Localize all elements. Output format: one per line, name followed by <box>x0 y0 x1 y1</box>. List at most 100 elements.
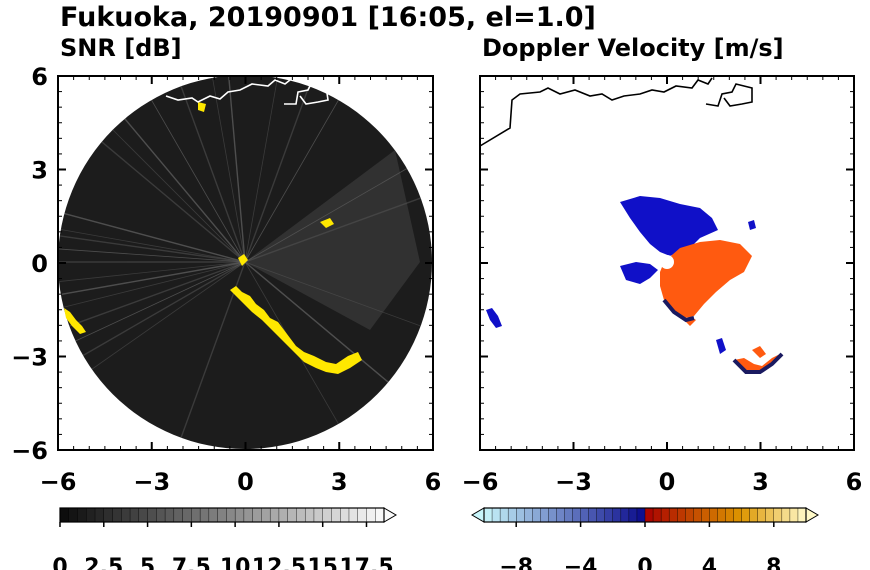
clutter-ray <box>212 77 246 263</box>
colorbar-segment <box>516 507 525 523</box>
colorbar-segment <box>129 507 140 523</box>
colorbar-tick-label: 4 <box>702 555 717 570</box>
colorbar-segment <box>636 507 646 523</box>
colorbar-segment <box>717 507 727 523</box>
colorbar-segment <box>757 507 767 523</box>
colorbar-tick-label: −4 <box>564 555 598 570</box>
x-tick-label: −6 <box>462 468 499 496</box>
colorbar-segment <box>234 507 245 523</box>
colorbar-segment <box>68 507 79 523</box>
colorbar-segment <box>252 507 263 523</box>
colorbar-segment <box>588 507 598 523</box>
snr-axis-ticks: −6 −3 0 3 6 6 3 0 −3 −6 <box>11 63 441 496</box>
colorbar-segment <box>59 507 70 523</box>
receding-echo <box>752 346 766 358</box>
colorbar-segment <box>580 507 590 523</box>
x-tick-label: −3 <box>555 468 592 496</box>
colorbar-segment <box>191 507 201 523</box>
x-tick-label: 3 <box>331 468 348 496</box>
colorbar-segment <box>296 507 306 523</box>
colorbar-segment <box>208 507 219 523</box>
colorbar-segment <box>483 507 493 523</box>
snr-strong-echoes <box>64 102 362 374</box>
colorbar-tick-label: 0 <box>637 555 652 570</box>
colorbar-segment <box>121 507 131 523</box>
colorbar-segment <box>548 507 558 523</box>
colorbar-tick-label: 5 <box>140 555 155 570</box>
colorbar-segment <box>507 507 517 523</box>
snr-panel: −6 −3 0 3 6 6 3 0 −3 −6 <box>11 63 441 496</box>
doppler-panel-title: Doppler Velocity [m/s] <box>482 34 784 62</box>
strong-echo <box>320 218 334 228</box>
snr-colorbar: 0 2.5 5 7.5 10 12.5 15 17.5 <box>52 507 397 570</box>
colorbar-segment <box>499 507 509 523</box>
doppler-approaching-echoes <box>486 196 756 354</box>
strong-echo <box>198 102 206 112</box>
approaching-echo <box>716 338 726 354</box>
y-tick-label: −3 <box>11 344 48 372</box>
clutter-ray <box>180 86 246 263</box>
clutter-ray <box>151 99 246 263</box>
strong-echo <box>230 286 362 374</box>
clutter-ray <box>101 141 246 263</box>
colorbar-segment <box>261 507 271 523</box>
colorbar-segment <box>173 507 184 523</box>
colorbar-tick-label: 15 <box>307 555 338 570</box>
snr-clutter-rays <box>58 76 421 438</box>
colorbar-tick-label: 7.5 <box>172 555 211 570</box>
snr-coastline <box>165 79 329 105</box>
colorbar-segment <box>357 507 368 523</box>
colorbar-segment <box>86 507 96 523</box>
x-tick-label: 3 <box>752 468 769 496</box>
doppler-colorbar: −8 −4 0 4 8 <box>471 507 819 570</box>
colorbar-segment <box>226 507 236 523</box>
colorbar-segment <box>366 507 376 523</box>
strong-echo <box>64 308 86 334</box>
clutter-ray <box>244 99 339 263</box>
colorbar-segment <box>733 507 743 523</box>
y-tick-label: 6 <box>31 63 48 91</box>
colorbar-segment <box>765 507 775 523</box>
clutter-ray <box>228 76 246 263</box>
clutter-ray <box>64 212 246 263</box>
colorbar-segment <box>773 507 783 523</box>
colorbar-segment <box>491 507 501 523</box>
colorbar-segment <box>749 507 759 523</box>
colorbar-extend-min <box>471 507 485 523</box>
colorbar-segment <box>340 507 350 523</box>
colorbar-tick-label: 17.5 <box>339 555 393 570</box>
colorbar-tick-label: 8 <box>766 555 781 570</box>
colorbar-frame <box>59 507 385 523</box>
clutter-ray <box>63 261 246 308</box>
clutter-ray <box>59 235 246 263</box>
colorbar-segment <box>313 507 324 523</box>
x-tick-label: −6 <box>40 468 77 496</box>
approaching-echo <box>620 262 658 284</box>
colorbar-segment <box>331 507 341 523</box>
clutter-ray <box>58 261 246 282</box>
colorbar-segment <box>709 507 719 523</box>
figure-title: Fukuoka, 20190901 [16:05, el=1.0] <box>60 2 596 33</box>
y-tick-label: −6 <box>11 437 48 465</box>
clutter-ray <box>69 261 246 327</box>
colorbar-segment <box>628 507 638 523</box>
clutter-ray <box>82 261 246 357</box>
echo-edge <box>732 352 784 374</box>
clutter-ray <box>244 197 421 263</box>
colorbar-segment <box>677 507 686 523</box>
colorbar-segment <box>701 507 710 523</box>
colorbar-segment <box>77 507 87 523</box>
colorbar-segment <box>596 507 606 523</box>
colorbar-segment <box>532 507 541 523</box>
approaching-echo <box>620 196 718 256</box>
colorbar-segment <box>781 507 791 523</box>
x-tick-label: 0 <box>659 468 676 496</box>
x-tick-label: 0 <box>237 468 254 496</box>
doppler-receding-echoes <box>660 240 784 374</box>
clutter-ray <box>124 118 246 263</box>
x-tick-label: −3 <box>133 468 170 496</box>
colorbar-segment <box>112 507 122 523</box>
doppler-axis-ticks: −6 −3 0 3 6 <box>462 75 862 496</box>
colorbar-segment <box>199 507 210 523</box>
colorbar-segment <box>564 507 574 523</box>
